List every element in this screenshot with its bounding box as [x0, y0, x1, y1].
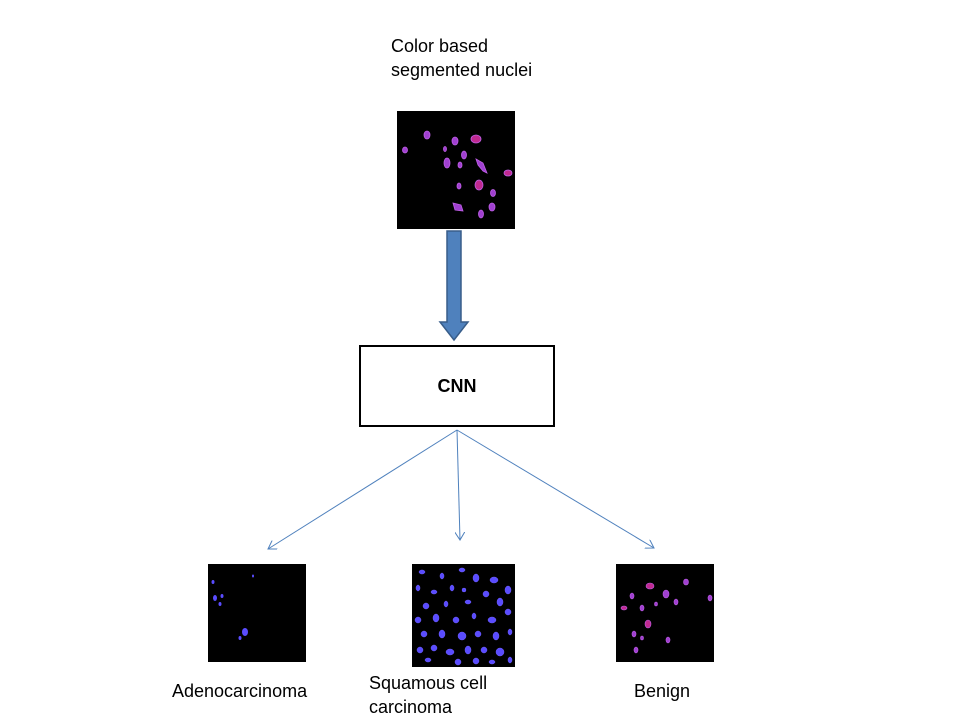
input-label: Color based segmented nuclei [391, 34, 532, 82]
squamous-cell-carcinoma-label: Squamous cell carcinoma [369, 671, 487, 719]
squamous-cell-carcinoma-picture [412, 564, 515, 667]
squamous-label-line1: Squamous cell [369, 673, 488, 693]
arrow-to-squamous [457, 429, 460, 540]
input-label-line1: Color based [391, 36, 489, 56]
benign-image [616, 564, 714, 662]
input-label-line2: segmented nuclei [391, 60, 533, 80]
benign-picture [616, 564, 714, 662]
adenocarcinoma-picture [208, 564, 306, 662]
arrow-to-adenocarcinoma [268, 429, 458, 549]
adenocarcinoma-label: Adenocarcinoma [172, 681, 308, 701]
squamous-label-line2: carcinoma [369, 697, 453, 717]
cnn-label: CNN [437, 375, 477, 396]
squamous-cell-carcinoma-image [412, 564, 515, 667]
adenocarcinoma-image [208, 564, 306, 662]
segmented-nuclei-picture [397, 111, 515, 229]
block-arrow [438, 230, 470, 342]
arrow-to-benign [456, 429, 654, 548]
benign-label: Benign [634, 681, 691, 701]
segmented-nuclei-image [397, 111, 515, 229]
cnn-box: CNN [359, 345, 555, 427]
